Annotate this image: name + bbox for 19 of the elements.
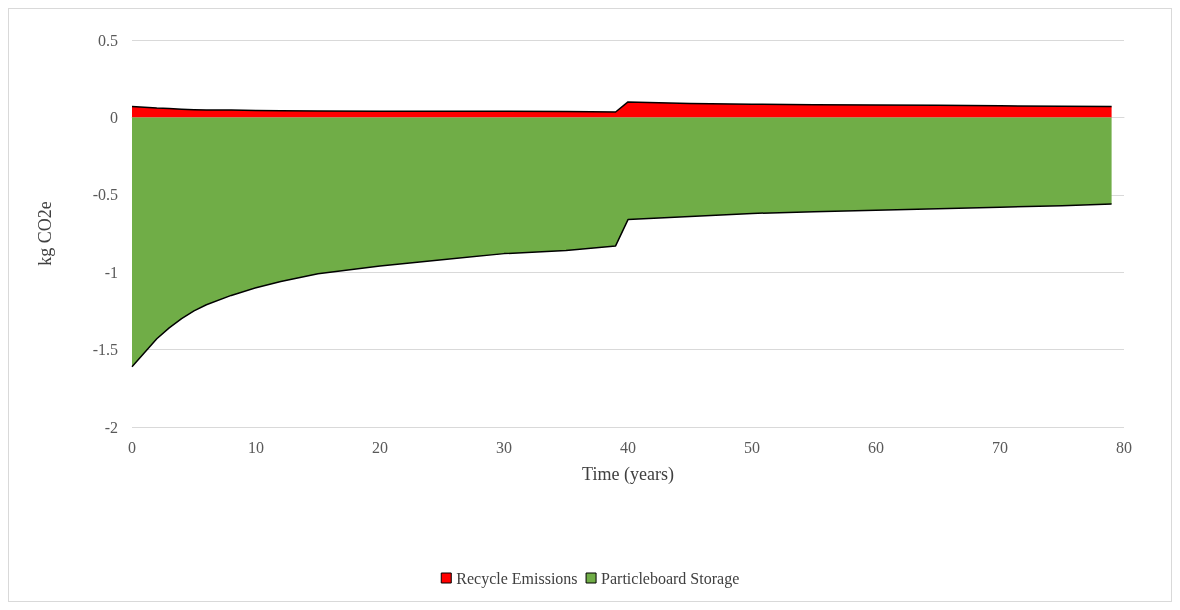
x-tick-label: 10 (248, 438, 264, 456)
x-tick-label: 0 (128, 438, 136, 456)
x-tick-label: 50 (744, 438, 760, 456)
x-tick-label: 20 (372, 438, 388, 456)
y-tick-label: -1 (104, 263, 118, 281)
y-tick-label: 0.5 (98, 31, 118, 49)
x-tick-label: 80 (1116, 438, 1132, 456)
y-tick-label: -0.5 (92, 186, 118, 204)
y-tick-label: -1.5 (92, 341, 118, 359)
y-axis-title: kg CO2e (35, 201, 55, 266)
x-axis-title: Time (years) (582, 464, 674, 485)
x-tick-label: 70 (992, 438, 1008, 456)
legend-label: Recycle Emissions (456, 569, 578, 588)
y-tick-label: -2 (104, 418, 118, 436)
x-tick-label: 60 (868, 438, 884, 456)
legend-label: Particleboard Storage (601, 569, 740, 588)
x-tick-label: 30 (496, 438, 512, 456)
y-tick-label: 0 (110, 108, 118, 126)
x-tick-label: 40 (620, 438, 636, 456)
